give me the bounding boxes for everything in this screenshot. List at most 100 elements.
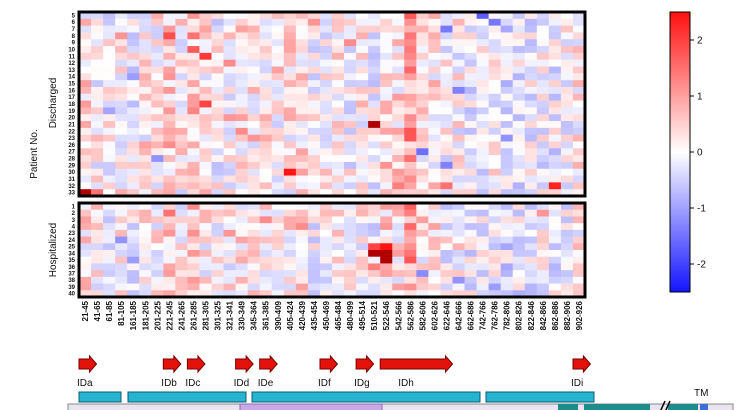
heatmap-cell <box>211 121 224 129</box>
heatmap-cell <box>488 12 502 20</box>
heatmap-cell <box>560 223 574 231</box>
heatmap-cell <box>307 114 321 122</box>
heatmap-cell <box>91 12 104 20</box>
heatmap-cell <box>452 155 465 163</box>
heatmap-cell <box>416 216 429 224</box>
heatmap-cell <box>440 276 453 284</box>
heatmap-cell <box>175 73 188 81</box>
heatmap-cell <box>332 155 345 163</box>
heatmap-cell <box>440 80 453 88</box>
heatmap-cell <box>500 66 514 74</box>
heatmap-cell <box>476 290 490 298</box>
heatmap-cell <box>223 141 237 149</box>
heatmap-cell <box>512 93 526 101</box>
heatmap-cell <box>211 270 224 278</box>
heatmap-cell <box>103 276 116 284</box>
heatmap-cell <box>560 229 574 237</box>
heatmap-cell <box>151 148 164 156</box>
heatmap-cell <box>404 80 417 88</box>
heatmap-cell <box>464 290 477 298</box>
heatmap-cell <box>500 46 514 54</box>
heatmap-cell <box>572 32 586 40</box>
heatmap-cell <box>368 46 381 54</box>
heatmap-cell <box>199 209 212 217</box>
heatmap-cell <box>404 270 417 278</box>
heatmap-cell <box>247 114 261 122</box>
heatmap-cell <box>187 59 200 67</box>
heatmap-cell <box>404 18 417 27</box>
heatmap-cell <box>91 59 104 67</box>
heatmap-cell <box>235 66 249 74</box>
heatmap-cell <box>548 141 562 149</box>
heatmap-cell <box>416 203 429 211</box>
heatmap-cell <box>356 25 369 33</box>
heatmap-cell <box>115 32 128 40</box>
heatmap-cell <box>332 52 345 61</box>
heatmap-cell <box>536 12 550 20</box>
heatmap-cell <box>247 141 261 149</box>
heatmap-cell <box>548 250 562 258</box>
heatmap-cell <box>91 25 104 33</box>
heatmap-cell <box>452 203 465 211</box>
heatmap-cell <box>380 12 393 20</box>
heatmap-cell <box>91 121 104 129</box>
heatmap-cell <box>512 18 526 27</box>
heatmap-cell <box>464 39 477 47</box>
heatmap-cell <box>79 32 92 40</box>
heatmap-cell <box>476 256 490 264</box>
heatmap-cell <box>187 66 200 74</box>
heatmap-cell <box>283 189 297 197</box>
heatmap-cell <box>488 263 502 271</box>
heatmap-cell <box>356 290 369 298</box>
heatmap-cell <box>283 73 297 81</box>
heatmap-cell <box>295 290 309 298</box>
heatmap-cell <box>115 243 128 251</box>
heatmap-cell <box>235 12 249 20</box>
heatmap-cell <box>151 155 164 163</box>
heatmap-cell <box>512 263 526 271</box>
colorbar-tick-label: 1 <box>697 92 703 103</box>
domain-label: IDe <box>258 378 274 389</box>
heatmap-cell <box>223 121 237 129</box>
heatmap-cell <box>139 182 152 190</box>
heatmap-cell <box>211 52 224 61</box>
heatmap-cell <box>344 223 357 231</box>
heatmap-cell <box>560 216 574 224</box>
heatmap-cell <box>560 256 574 264</box>
heatmap-cell <box>392 168 405 176</box>
heatmap-cell <box>127 127 140 136</box>
heatmap-cell <box>392 209 405 217</box>
heatmap-cell <box>319 141 333 149</box>
heatmap-cell <box>524 73 538 81</box>
heatmap-cell <box>223 283 237 291</box>
heatmap-cell <box>295 107 309 115</box>
heatmap-cell <box>344 175 357 183</box>
row-label: 29 <box>68 163 75 169</box>
heatmap-cell <box>524 256 538 264</box>
heatmap-cell <box>560 283 574 291</box>
heatmap-cell <box>259 52 273 61</box>
heatmap-cell <box>271 141 285 149</box>
heatmap-cell <box>235 93 249 101</box>
heatmap-cell <box>79 236 92 244</box>
heatmap-cell <box>259 100 273 108</box>
heatmap-cell <box>223 32 237 40</box>
heatmap-cell <box>488 243 502 251</box>
heatmap-cell <box>103 32 116 40</box>
heatmap-cell <box>524 100 538 108</box>
heatmap-cell <box>151 66 164 74</box>
heatmap-cell <box>271 182 285 190</box>
heatmap-cell <box>452 114 465 122</box>
heatmap-cell <box>271 46 285 54</box>
heatmap-cell <box>295 93 309 101</box>
heatmap-cell <box>175 216 188 224</box>
heatmap-cell <box>247 216 261 224</box>
heatmap-cell <box>512 100 526 108</box>
heatmap-cell <box>344 114 357 122</box>
heatmap-cell <box>319 263 333 271</box>
column-label: 420-439 <box>298 300 307 330</box>
heatmap-cell <box>319 256 333 264</box>
heatmap-cell <box>163 127 176 136</box>
heatmap-cell <box>223 203 237 211</box>
row-label: 25 <box>68 245 75 251</box>
